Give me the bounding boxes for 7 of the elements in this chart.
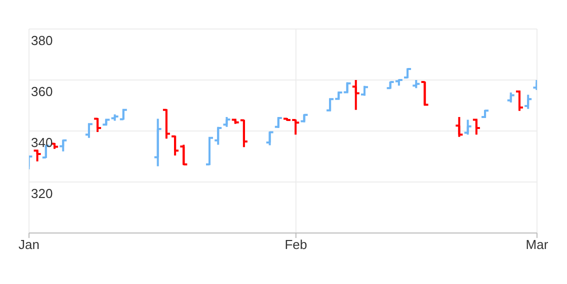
x-tick-label: Mar: [526, 237, 549, 252]
x-tick-label: Jan: [18, 237, 40, 252]
y-tick-label: 380: [31, 33, 53, 48]
y-tick-label: 360: [31, 84, 53, 99]
x-tick-label: Feb: [284, 237, 308, 252]
y-tick-label: 320: [31, 186, 53, 201]
y-tick-label: 340: [31, 135, 53, 150]
